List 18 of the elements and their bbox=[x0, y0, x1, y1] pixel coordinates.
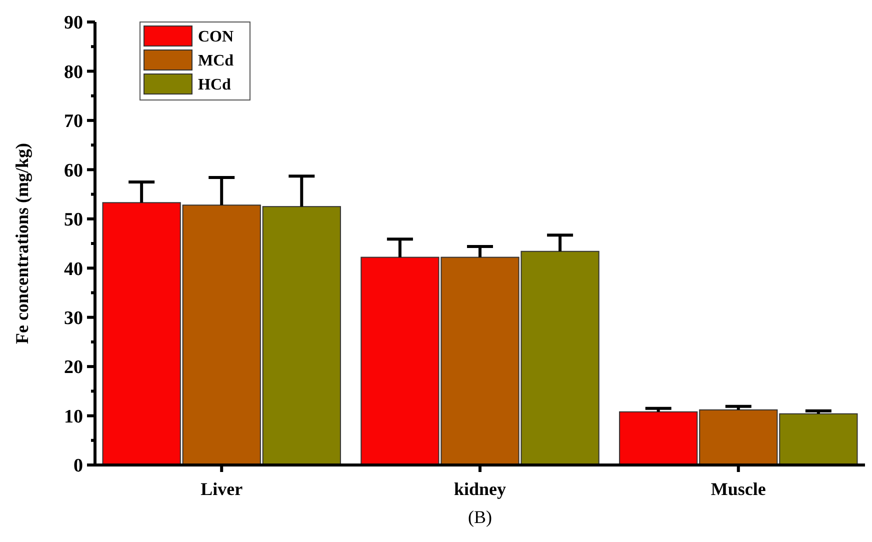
x-tick-label: Liver bbox=[200, 479, 243, 499]
legend-label: HCd bbox=[198, 76, 231, 94]
y-tick-label: 40 bbox=[64, 258, 83, 280]
y-tick-label: 10 bbox=[64, 406, 83, 428]
y-tick-label: 60 bbox=[64, 160, 83, 182]
y-tick-label: 90 bbox=[64, 12, 83, 34]
x-tick-label: Muscle bbox=[710, 479, 766, 499]
legend-label: MCd bbox=[198, 52, 234, 70]
text: (B) bbox=[468, 507, 492, 527]
y-tick-label: 50 bbox=[64, 210, 83, 231]
y-tick-label: 0 bbox=[74, 456, 83, 477]
legend-label: CON bbox=[198, 28, 234, 46]
y-tick-label: 70 bbox=[64, 111, 83, 132]
y-tick-label: 20 bbox=[64, 357, 83, 378]
y-axis-title: Fe concentrations (mg/kg) bbox=[12, 143, 32, 344]
x-tick-label: kidney bbox=[454, 479, 506, 499]
y-tick-label: 80 bbox=[64, 62, 83, 83]
y-tick-label: 30 bbox=[64, 308, 83, 329]
